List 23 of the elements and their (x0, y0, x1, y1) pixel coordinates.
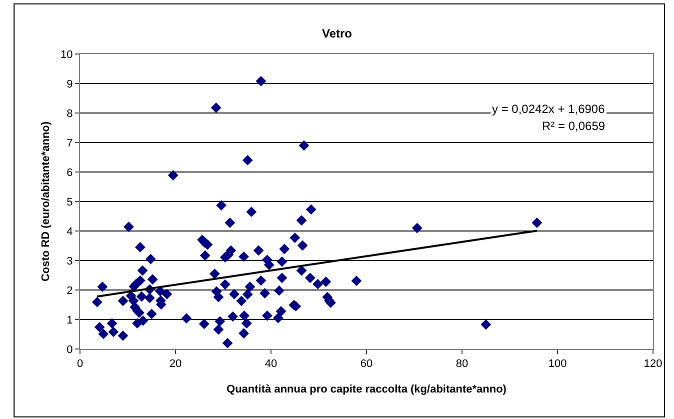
y-tick-label: 5 (66, 196, 73, 208)
y-tick-label: 0 (66, 344, 73, 356)
y-tick-label: 7 (66, 137, 73, 150)
y-tick-label: 9 (66, 78, 73, 90)
y-tick-label: 3 (66, 255, 73, 268)
y-axis-title: Costo RD (euro/abitante*anno) (40, 121, 52, 282)
annotation: y = 0,0242x + 1,6906 (492, 102, 606, 116)
y-tick-label: 2 (66, 284, 73, 297)
x-axis-title: Quantità annua pro capite raccolta (kg/abitante*anno) (226, 383, 507, 396)
x-tick-label: 80 (456, 358, 468, 370)
annotation: R² = 0,0659 (542, 119, 606, 133)
x-tick-label: 60 (360, 358, 373, 370)
y-tick-label: 4 (66, 226, 73, 238)
x-tick-label: 0 (76, 358, 84, 370)
y-tick-label: 6 (66, 166, 73, 179)
y-tick-label: 1 (66, 314, 73, 326)
x-tick-label: 40 (264, 358, 278, 370)
chart-title: Vetro (322, 26, 352, 41)
x-tick-label: 100 (548, 358, 567, 370)
y-tick-label: 10 (60, 48, 73, 61)
x-tick-label: 20 (169, 358, 182, 370)
x-tick-label: 120 (644, 358, 662, 370)
y-tick-label: 8 (66, 108, 73, 120)
